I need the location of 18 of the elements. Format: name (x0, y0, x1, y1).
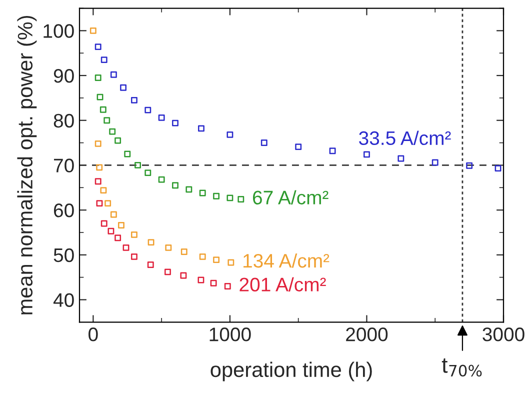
series-label: 134 A/cm² (244, 253, 330, 268)
x-axis-title: operation time (h) (210, 362, 372, 382)
x-tick-label: 2000 (346, 328, 388, 342)
y-tick-label: 70 (54, 158, 74, 172)
ref-line-label: t$_{70%}$ (442, 358, 482, 377)
y-tick-label: 100 (44, 24, 74, 38)
y-tick-label: 80 (54, 114, 74, 128)
y-axis-title: mean normalized opt. power (%) (17, 16, 37, 314)
y-tick-label: 60 (54, 204, 74, 218)
x-tick-label: 3000 (482, 328, 524, 342)
series-label: 67 A/cm² (252, 190, 328, 204)
series-label: 201 A/cm² (240, 277, 326, 292)
y-tick-label: 40 (53, 293, 74, 307)
y-tick-label: 90 (54, 68, 74, 83)
x-tick-label: 0 (88, 328, 98, 342)
y-tick-label: 50 (54, 248, 74, 262)
series-label: 33.5 A/cm² (359, 130, 451, 146)
x-tick-label: 1000 (210, 328, 251, 342)
